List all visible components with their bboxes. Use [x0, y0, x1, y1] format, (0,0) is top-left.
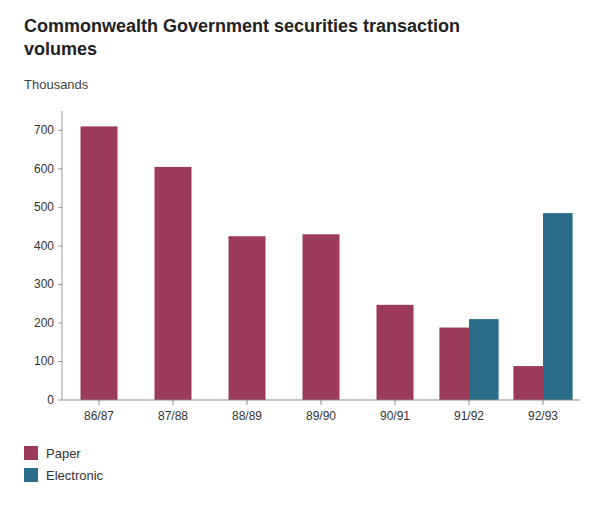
chart: Commonwealth Government securities trans…: [0, 0, 600, 514]
y-tick: [58, 168, 62, 169]
x-tick: [99, 400, 100, 405]
bar: [513, 366, 543, 400]
y-tick: [58, 245, 62, 246]
y-tick: [58, 361, 62, 362]
y-tick-label: 0: [47, 393, 54, 407]
bar: [81, 126, 118, 400]
x-tick-label: 88/89: [232, 409, 262, 423]
x-tick: [247, 400, 248, 405]
x-tick-label: 89/90: [306, 409, 336, 423]
x-tick-label: 90/91: [380, 409, 410, 423]
y-tick-label: 500: [34, 200, 54, 214]
y-tick-label: 700: [34, 123, 54, 137]
x-tick: [543, 400, 544, 405]
y-tick-label: 400: [34, 239, 54, 253]
y-tick: [58, 400, 62, 401]
y-axis-line: [62, 111, 63, 400]
y-tick: [58, 322, 62, 323]
y-tick: [58, 130, 62, 131]
bars: [81, 126, 573, 400]
bar: [303, 234, 340, 400]
y-tick-label: 200: [34, 316, 54, 330]
bar: [543, 213, 573, 400]
title-line: volumes: [24, 39, 97, 59]
x-tick-label: 87/88: [158, 409, 188, 423]
x-tick: [321, 400, 322, 405]
x-tick-label: 91/92: [454, 409, 484, 423]
x-tick: [469, 400, 470, 405]
x-tick: [395, 400, 396, 405]
x-tick-label: 92/93: [528, 409, 558, 423]
x-tick-label: 86/87: [84, 409, 114, 423]
title-line: Commonwealth Government securities trans…: [24, 16, 460, 36]
bar: [155, 167, 192, 400]
legend-label: Electronic: [46, 468, 104, 483]
y-tick-label: 100: [34, 354, 54, 368]
bar: [377, 305, 414, 400]
bar: [229, 236, 266, 400]
y-tick: [58, 284, 62, 285]
legend-label: Paper: [46, 446, 81, 461]
legend-swatch: [24, 468, 38, 482]
y-tick: [58, 207, 62, 208]
y-tick-label: 300: [34, 277, 54, 291]
y-tick-label: 600: [34, 162, 54, 176]
subtitle: Thousands: [24, 77, 89, 92]
legend-swatch: [24, 446, 38, 460]
x-axis-line: [62, 400, 580, 401]
x-tick: [173, 400, 174, 405]
title: Commonwealth Government securities trans…: [24, 16, 460, 59]
bar: [439, 328, 469, 400]
bar: [469, 319, 499, 400]
